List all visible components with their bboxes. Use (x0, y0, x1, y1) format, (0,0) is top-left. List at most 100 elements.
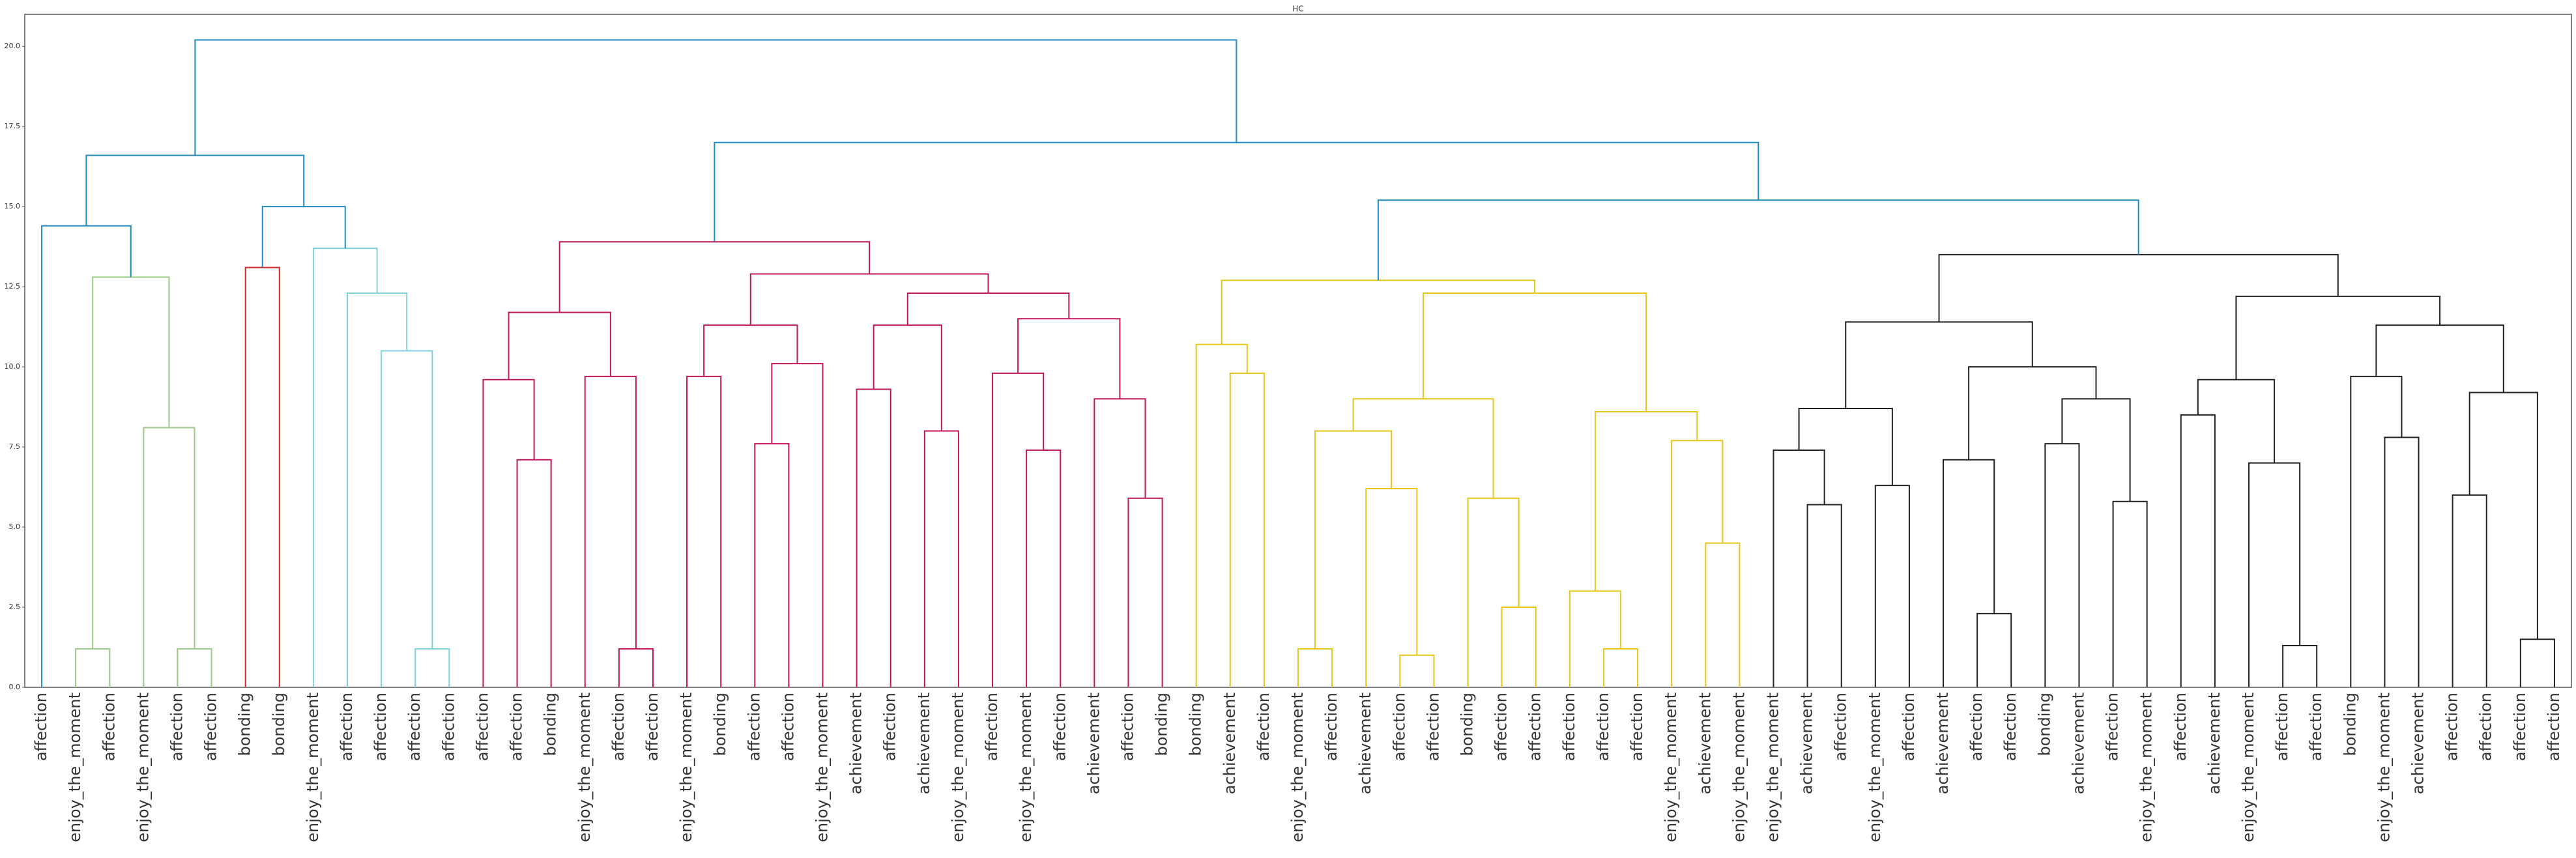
leaf-label: achievement (2409, 693, 2427, 794)
link (1501, 607, 1537, 687)
leaf-label: achievement (1221, 693, 1239, 794)
link (992, 372, 1045, 687)
y-tick-label: 5.0 (9, 522, 21, 531)
leaf-label: enjoy_the_moment (304, 693, 322, 842)
leaf-label: enjoy_the_moment (677, 693, 695, 842)
link (2112, 500, 2148, 687)
y-tick-label: 20.0 (5, 42, 21, 50)
link (1845, 321, 2033, 409)
leaf-label: affection (1322, 693, 1340, 761)
leaf-label: enjoy_the_moment (1662, 693, 1680, 842)
link (177, 648, 212, 687)
leaf-label: affection (371, 693, 390, 761)
y-tick-label: 7.5 (9, 442, 21, 451)
link (194, 39, 1237, 156)
link (1806, 504, 1842, 687)
leaf-label: affection (1526, 693, 1544, 761)
leaf-label: achievement (1933, 693, 1952, 794)
link (2452, 494, 2487, 687)
link (508, 311, 611, 380)
link (703, 324, 798, 377)
y-tick-label: 15.0 (5, 202, 21, 210)
leaf-label: affection (2443, 693, 2461, 761)
link (1467, 497, 1520, 687)
leaf-label: affection (1900, 693, 1918, 761)
leaf-label: enjoy_the_moment (134, 693, 152, 842)
y-tick-label: 17.5 (5, 122, 21, 130)
link (1705, 542, 1741, 687)
leaf-label: affection (2545, 693, 2563, 761)
link (749, 273, 989, 326)
link (1671, 440, 1724, 687)
leaf-label: affection (473, 693, 491, 761)
leaf-label: bonding (1187, 693, 1205, 756)
leaf-label: affection (881, 693, 899, 761)
leaf-label: enjoy_the_moment (575, 693, 594, 842)
leaf-label: affection (1050, 693, 1069, 761)
leaf-label: bonding (1153, 693, 1171, 756)
link (516, 459, 552, 687)
leaf-label: bonding (711, 693, 729, 756)
y-tick-label: 2.5 (9, 603, 21, 611)
leaf-label: affection (167, 693, 186, 761)
link (584, 375, 637, 687)
leaf-label: affection (2001, 693, 2019, 761)
leaf-label: bonding (270, 693, 288, 756)
leaf-label: affection (2511, 693, 2529, 761)
leaf-label: bonding (1458, 693, 1477, 756)
link (1976, 612, 2012, 687)
leaf-label: bonding (236, 693, 254, 756)
link (1026, 449, 1062, 687)
leaf-label: affection (338, 693, 356, 761)
leaf-label: achievement (1798, 693, 1816, 794)
leaf-label: affection (643, 693, 661, 761)
leaf-label: affection (609, 693, 628, 761)
link (244, 266, 280, 687)
leaf-label: enjoy_the_moment (66, 693, 84, 842)
leaf-label: achievement (915, 693, 933, 794)
link (1229, 372, 1265, 687)
leaf-label: enjoy_the_moment (1866, 693, 1884, 842)
leaf-label: affection (508, 693, 526, 761)
link (1569, 590, 1622, 687)
link (2519, 638, 2555, 687)
link (261, 206, 346, 268)
link (381, 350, 433, 687)
leaf-label: affection (1594, 693, 1612, 761)
link (1938, 253, 2339, 322)
link (1017, 318, 1121, 399)
leaf-label: affection (779, 693, 797, 761)
leaf-label: enjoy_the_moment (2375, 693, 2393, 842)
link (85, 154, 305, 226)
leaf-label: enjoy_the_moment (1288, 693, 1307, 842)
link (771, 363, 824, 687)
link (1093, 398, 1146, 687)
link (41, 225, 132, 687)
link (347, 292, 408, 687)
link (1874, 485, 1910, 687)
link (1377, 199, 2139, 281)
link (1943, 459, 1995, 687)
leaf-label: affection (439, 693, 457, 761)
link (618, 648, 654, 687)
leaf-label: affection (100, 693, 118, 761)
leaf-label: affection (1118, 693, 1136, 761)
link (1297, 648, 1333, 687)
link (1423, 292, 1647, 412)
link (1221, 279, 1536, 345)
link (2061, 398, 2131, 502)
link (2468, 392, 2538, 640)
leaf-label: affection (1832, 693, 1850, 761)
link (1798, 408, 1893, 486)
leaf-label: affection (1424, 693, 1442, 761)
leaf-label: achievement (1696, 693, 1714, 794)
leaf-label: achievement (1084, 693, 1103, 794)
leaf-label: affection (202, 693, 220, 761)
link (1365, 488, 1418, 687)
leaf-label: affection (2307, 693, 2325, 761)
link (2044, 443, 2080, 687)
leaf-label: affection (1628, 693, 1646, 761)
link (1399, 654, 1435, 687)
leaf-label: affection (2104, 693, 2122, 761)
link (482, 379, 535, 687)
